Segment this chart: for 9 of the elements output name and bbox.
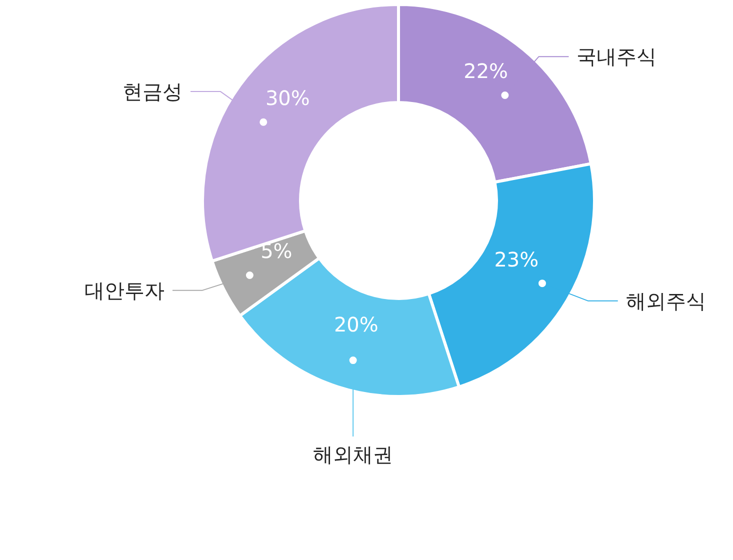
slice-label: 해외주식 <box>626 288 706 313</box>
data-label: 30% <box>265 86 310 110</box>
slice-label: 해외채권 <box>313 442 394 466</box>
slice-label: 현금성 <box>122 80 183 104</box>
slice-label: 대안투자 <box>84 278 164 302</box>
data-label: 22% <box>464 59 508 84</box>
data-label: 20% <box>334 312 378 336</box>
data-label: 23% <box>494 247 539 272</box>
slice-label: 국내주식 <box>576 44 657 69</box>
